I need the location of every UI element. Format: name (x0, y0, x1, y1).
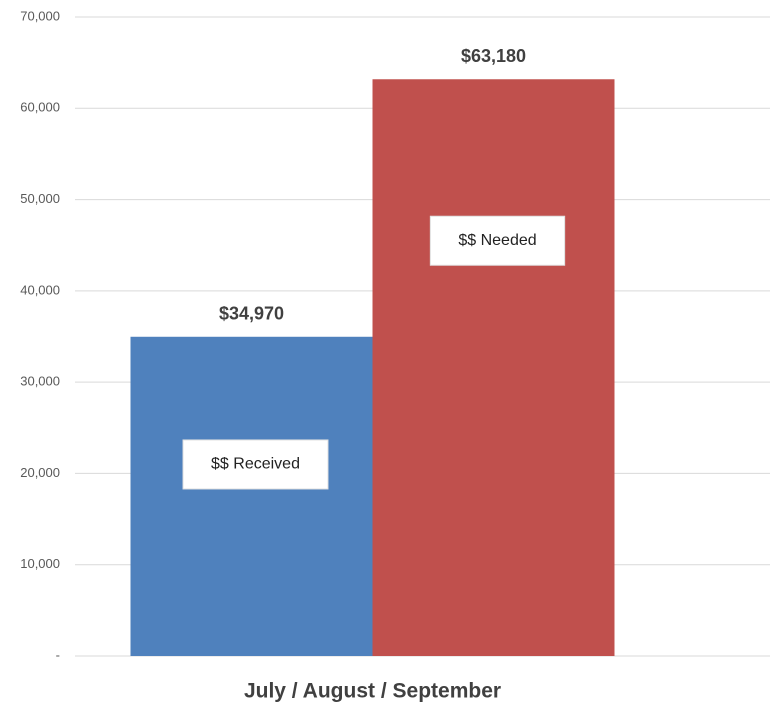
series-label: $$ Received (211, 456, 300, 473)
y-tick-label: 20,000 (20, 465, 60, 480)
y-tick-label: 70,000 (20, 8, 60, 23)
value-label: $34,970 (219, 304, 284, 324)
y-tick-label: 30,000 (20, 374, 60, 389)
y-tick-label: 10,000 (20, 556, 60, 571)
series-label-box (429, 215, 566, 266)
y-tick-label: 60,000 (20, 100, 60, 115)
series-label: $$ Needed (458, 232, 536, 249)
y-tick-label: - (56, 647, 60, 662)
y-tick-label: 40,000 (20, 282, 60, 297)
bar (130, 336, 373, 656)
series-label-box (182, 439, 329, 490)
x-tick-label: July / August / September (244, 680, 501, 703)
value-label: $63,180 (461, 46, 526, 66)
bar (372, 79, 615, 657)
y-tick-label: 50,000 (20, 191, 60, 206)
